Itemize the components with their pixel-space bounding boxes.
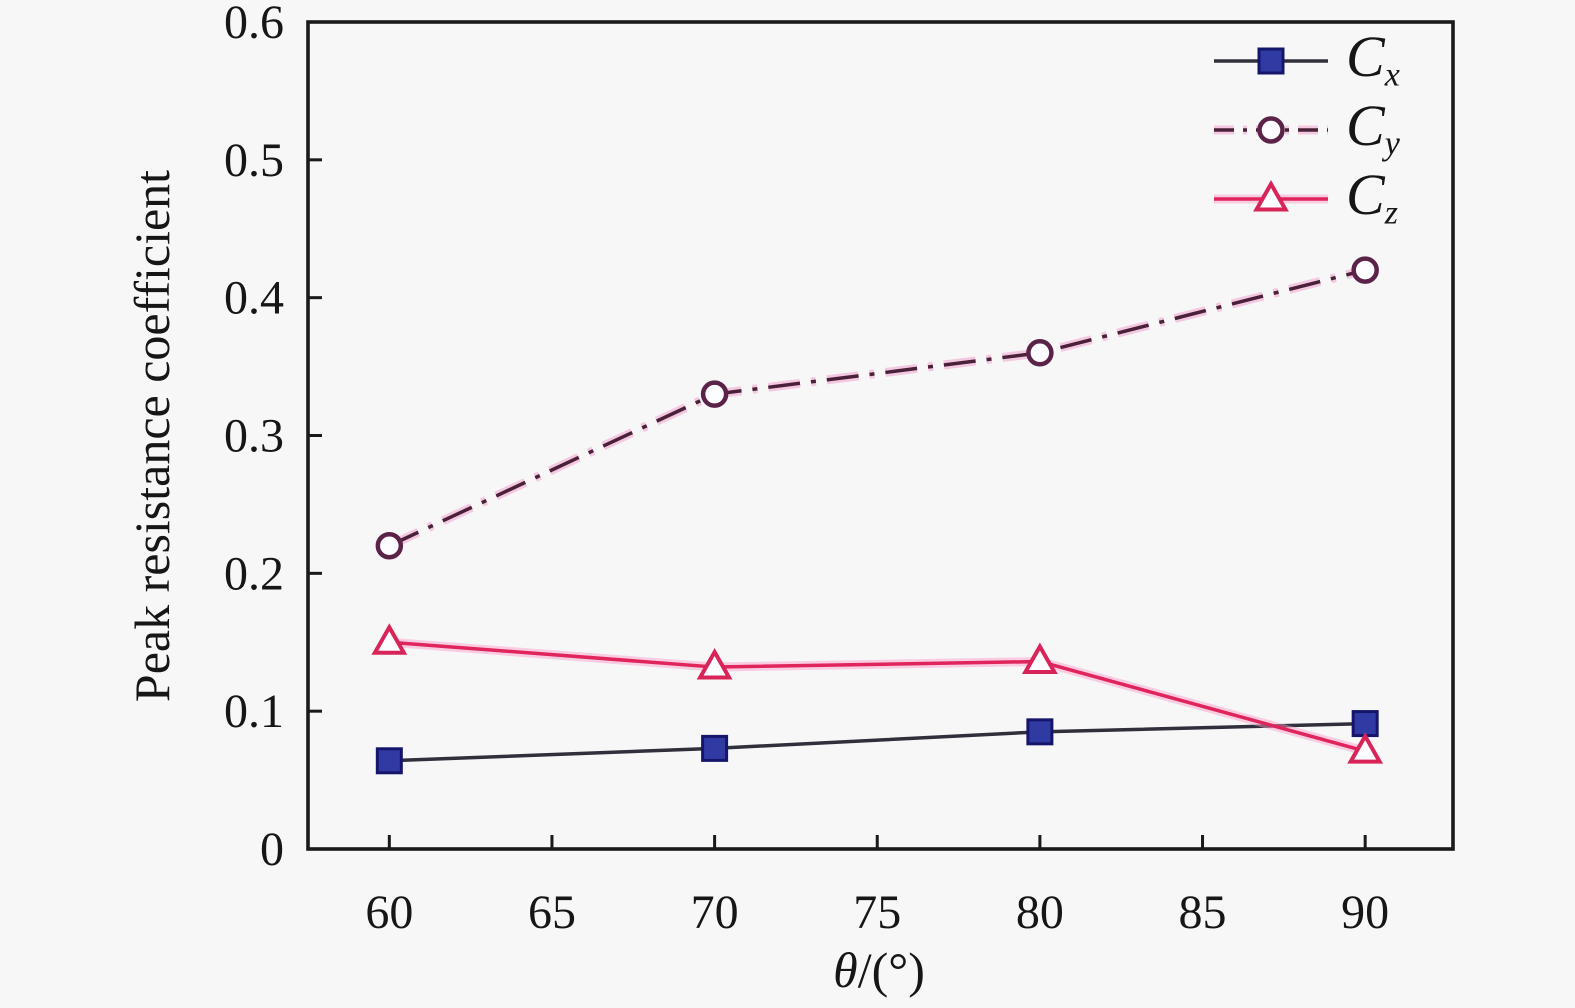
triangle-marker — [1253, 179, 1289, 211]
x-axis-title: θ/(°) — [729, 941, 1029, 999]
triangle-marker — [696, 648, 733, 680]
legend-item-cy: Cy — [1212, 95, 1400, 164]
series-line — [388, 268, 1366, 548]
x-tick-label: 80 — [1016, 886, 1064, 939]
series-cy — [375, 256, 1379, 560]
legend-label-cz-sub: z — [1384, 194, 1398, 232]
y-tick-label: 0.4 — [224, 272, 284, 325]
y-tick-label: 0 — [260, 823, 284, 876]
x-tick-label: 70 — [691, 886, 739, 939]
x-tick-label: 90 — [1341, 886, 1389, 939]
series-halo-line — [388, 637, 1367, 756]
y-tick-label: 0.3 — [224, 410, 284, 463]
legend-label-cz: Cz — [1346, 166, 1398, 231]
y-tick-label: 0.6 — [224, 0, 284, 49]
legend-item-cz: Cz — [1212, 164, 1400, 233]
legend-label-cx-main: C — [1346, 24, 1385, 90]
y-axis-title: Peak resistance coefficient — [124, 169, 180, 703]
legend-label-cy: Cy — [1346, 97, 1400, 162]
x-axis-title-theta: θ — [833, 942, 858, 998]
circle-marker — [700, 380, 729, 408]
y-axis-ticks: 0 0.1 0.2 0.3 0.4 0.5 0.6 — [224, 0, 322, 876]
x-axis-ticks: 60 65 70 75 80 85 90 — [365, 835, 1389, 939]
circle-marker — [375, 532, 404, 560]
legend: Cx Cy Cz — [1212, 26, 1400, 233]
x-axis-title-units: /(°) — [857, 942, 925, 998]
square-marker — [1351, 710, 1379, 738]
legend-key-cz-icon — [1214, 179, 1328, 211]
square-marker — [1257, 47, 1285, 74]
triangle-marker — [371, 623, 408, 655]
x-tick-label: 75 — [853, 886, 901, 939]
y-tick-label: 0.2 — [224, 547, 284, 600]
square-marker — [1026, 718, 1054, 746]
legend-label-cx-sub: x — [1384, 56, 1400, 94]
series-cz — [371, 623, 1384, 764]
legend-label-cx: Cx — [1346, 28, 1400, 93]
x-tick-label: 65 — [528, 886, 576, 939]
legend-label-cy-main: C — [1346, 93, 1385, 159]
square-marker — [701, 734, 729, 762]
square-marker — [375, 747, 403, 775]
triangle-marker — [1347, 732, 1384, 764]
legend-item-cx: Cx — [1212, 26, 1400, 95]
y-tick-label: 0.1 — [224, 685, 284, 738]
y-tick-label: 0.5 — [224, 134, 284, 187]
x-tick-label: 85 — [1179, 886, 1227, 939]
circle-marker — [1026, 339, 1054, 367]
legend-label-cy-sub: y — [1384, 125, 1400, 163]
series-cx — [375, 710, 1379, 775]
series-line — [389, 640, 1366, 753]
legend-label-cz-main: C — [1346, 162, 1385, 228]
legend-key-cx-icon — [1214, 47, 1328, 74]
legend-key-cy-icon — [1214, 115, 1328, 144]
triangle-marker — [1021, 642, 1058, 675]
circle-marker — [1257, 115, 1285, 144]
series-line — [389, 721, 1366, 763]
circle-marker — [1351, 256, 1379, 284]
series-halo-line — [387, 265, 1367, 550]
x-tick-label: 60 — [365, 886, 413, 939]
